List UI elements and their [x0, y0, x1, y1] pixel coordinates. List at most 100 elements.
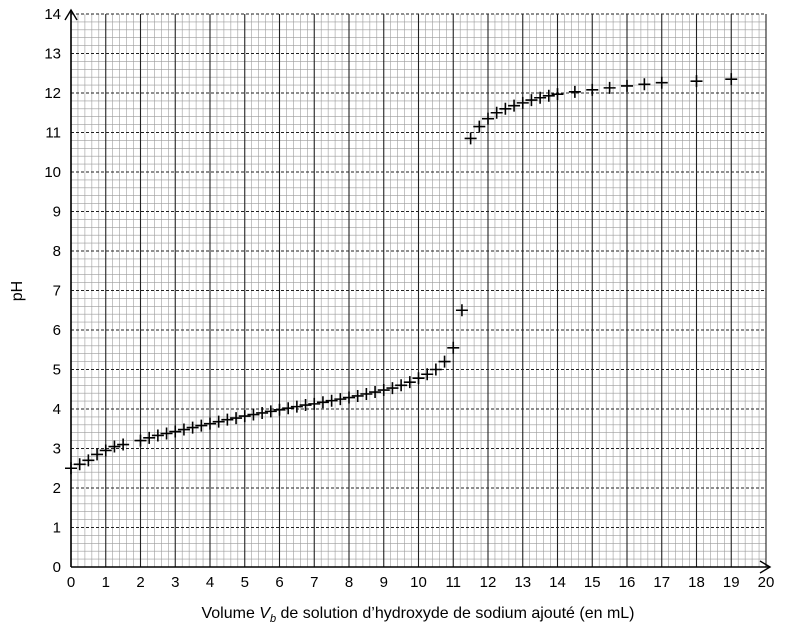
data-point [316, 396, 329, 409]
data-point [542, 89, 555, 102]
x-tick-label: 11 [445, 574, 461, 591]
data-points [65, 73, 738, 475]
data-point [169, 425, 182, 438]
x-axis-arrow [759, 560, 772, 574]
data-point [551, 88, 564, 101]
x-tick-label: 6 [275, 574, 283, 591]
x-tick-label: 7 [310, 574, 318, 591]
data-point [212, 415, 225, 428]
data-point [360, 387, 373, 400]
data-point [586, 83, 599, 96]
data-point [238, 410, 251, 423]
data-point [177, 423, 190, 436]
data-point [447, 341, 460, 354]
x-tick-label: 20 [758, 574, 775, 591]
x-tick-label: 18 [688, 574, 705, 591]
data-point [290, 400, 303, 413]
data-point [429, 363, 442, 376]
x-tick-label: 1 [102, 574, 110, 591]
data-point [186, 421, 199, 434]
x-tick-label: 0 [67, 574, 75, 591]
data-point [377, 384, 390, 397]
x-tick-label: 12 [480, 574, 497, 591]
data-point [91, 448, 104, 461]
data-point [343, 391, 355, 404]
y-tick-label: 13 [44, 46, 61, 63]
data-point [490, 106, 503, 119]
data-point [65, 462, 77, 475]
data-point [508, 99, 521, 112]
y-tick-label: 1 [53, 520, 61, 537]
data-point [412, 372, 425, 385]
data-point [369, 386, 382, 399]
data-point [134, 434, 147, 447]
y-axis-label: pH [9, 281, 26, 301]
x-tick-label: 15 [584, 574, 601, 591]
data-point [160, 427, 173, 440]
data-point [725, 73, 738, 86]
data-point [438, 355, 451, 368]
data-point [204, 417, 216, 430]
x-axis-label-variable: V [259, 605, 271, 622]
data-point [655, 76, 668, 89]
x-axis-label: Volume Vb de solution d’hydroxyde de sod… [201, 605, 634, 625]
x-axis-label-subscript: b [270, 613, 276, 625]
data-point [525, 94, 538, 107]
data-point [516, 96, 529, 109]
y-axis-arrow [64, 8, 78, 21]
x-tick-label: 14 [549, 574, 566, 591]
data-point [256, 406, 269, 419]
x-tick-label: 4 [206, 574, 214, 591]
data-point [334, 393, 347, 406]
y-tick-label: 11 [45, 125, 61, 142]
x-tick-label: 17 [653, 574, 670, 591]
data-point [473, 120, 486, 133]
data-point [308, 397, 321, 410]
data-point [195, 419, 208, 432]
data-point [230, 412, 243, 425]
data-point [325, 394, 338, 407]
data-point [151, 429, 164, 442]
x-tick-label: 16 [619, 574, 636, 591]
y-tick-label: 10 [44, 164, 61, 181]
data-point [455, 304, 468, 317]
y-tick-label: 14 [44, 6, 61, 23]
x-axis-label-prefix: Volume [201, 605, 259, 622]
data-point [247, 408, 260, 421]
y-tick-label: 5 [53, 362, 61, 379]
x-axis-label-suffix: de solution d’hydroxyde de sodium ajouté… [276, 605, 634, 622]
data-point [690, 75, 703, 88]
y-tick-label: 4 [53, 401, 61, 418]
data-point [273, 403, 286, 416]
x-tick-label: 13 [514, 574, 531, 591]
y-tick-label: 8 [53, 243, 61, 260]
y-tick-label: 2 [53, 480, 61, 497]
y-tick-label: 6 [53, 322, 61, 339]
data-point [73, 458, 86, 471]
data-point [499, 102, 512, 115]
data-point [395, 379, 408, 392]
x-tick-label: 3 [171, 574, 179, 591]
data-point [264, 405, 277, 418]
data-point [482, 112, 494, 125]
data-point [464, 132, 477, 145]
x-tick-labels: 0 1 2 3 4 5 6 7 8 9 10 11 12 13 14 15 16 17 18 19 20 [67, 574, 775, 591]
y-tick-label: 3 [53, 441, 61, 458]
data-point [638, 78, 651, 91]
x-tick-label: 19 [723, 574, 740, 591]
major-grid [70, 13, 767, 568]
data-point [299, 399, 312, 412]
data-point [534, 91, 547, 104]
data-point [143, 431, 156, 444]
data-point [351, 389, 364, 402]
data-point [108, 440, 121, 453]
data-point [603, 81, 616, 94]
x-tick-label: 10 [410, 574, 427, 591]
x-tick-label: 8 [345, 574, 353, 591]
data-point [221, 413, 234, 426]
data-point [403, 376, 416, 389]
x-tick-label: 2 [136, 574, 144, 591]
